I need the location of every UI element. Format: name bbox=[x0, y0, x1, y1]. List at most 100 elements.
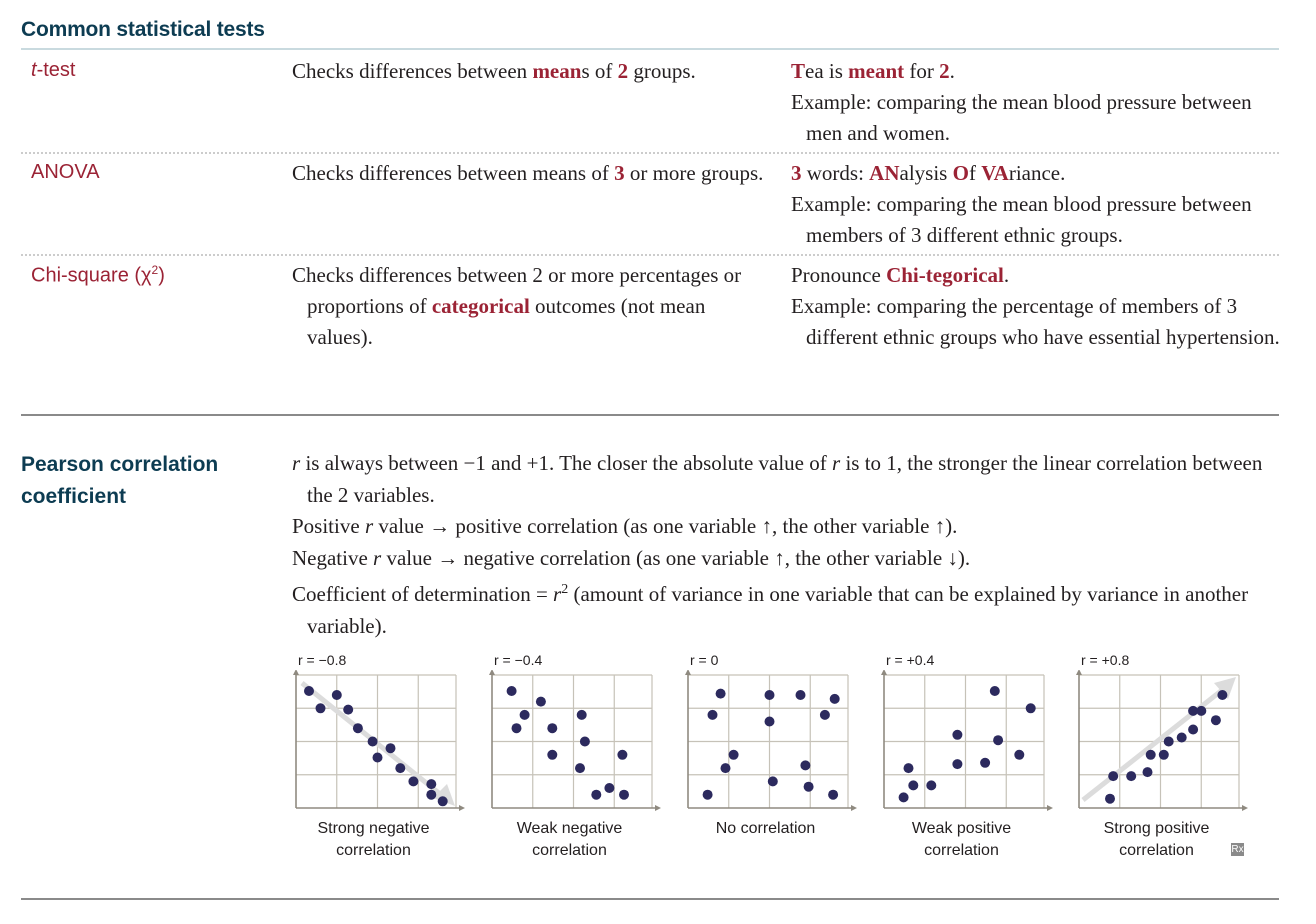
x-axis-arrow bbox=[1047, 805, 1053, 811]
data-point bbox=[1217, 690, 1228, 700]
r-value-label: r = −0.4 bbox=[494, 652, 543, 668]
scatter-chart: r = +0.4 Weak positive correlation bbox=[874, 650, 1053, 870]
chart-caption: Strong positive correlation bbox=[1103, 820, 1210, 859]
data-point bbox=[1145, 749, 1156, 760]
pearson-line: Positive r value → positive correlation … bbox=[292, 514, 958, 538]
data-point bbox=[315, 703, 326, 714]
data-point bbox=[617, 749, 628, 760]
test-description: Checks differences between means of 3 or… bbox=[292, 161, 764, 185]
trend-arrowhead bbox=[433, 784, 455, 806]
data-point bbox=[511, 723, 522, 734]
data-point bbox=[591, 789, 602, 800]
data-point bbox=[952, 729, 963, 740]
data-point bbox=[764, 716, 775, 727]
data-point bbox=[372, 752, 383, 763]
highlight-text: mean bbox=[532, 59, 582, 83]
data-point bbox=[1025, 703, 1036, 714]
data-point bbox=[367, 736, 378, 747]
variable-r: r bbox=[364, 514, 374, 538]
chart-caption: Strong negative correlation bbox=[317, 820, 430, 859]
test-mnemonic: 3 words: ANalysis Of VAriance. Example: c… bbox=[791, 158, 1291, 251]
data-point bbox=[304, 686, 314, 696]
test-example: Example: comparing the mean blood pressu… bbox=[791, 90, 1252, 145]
y-axis-arrow bbox=[293, 670, 299, 675]
data-point bbox=[993, 735, 1004, 746]
data-point bbox=[535, 696, 546, 707]
scatter-plot-area bbox=[685, 670, 857, 811]
data-point bbox=[1188, 705, 1199, 716]
highlight-text: AN bbox=[869, 161, 900, 185]
data-point bbox=[352, 723, 363, 734]
data-point bbox=[764, 690, 775, 700]
pearson-title: Pearson correlation coefficient bbox=[21, 453, 219, 508]
data-point bbox=[715, 688, 726, 699]
test-name-ttest: t-test bbox=[31, 59, 76, 81]
highlight-text: VA bbox=[981, 161, 1009, 185]
bottom-divider bbox=[21, 898, 1279, 900]
data-point bbox=[619, 789, 629, 800]
highlight-text: 3 bbox=[791, 161, 802, 185]
data-point bbox=[819, 709, 830, 720]
scatter-plot-area bbox=[489, 670, 661, 811]
highlight-text: categorical bbox=[431, 294, 530, 318]
data-point bbox=[898, 792, 909, 803]
r-value-label: r = +0.8 bbox=[1081, 652, 1130, 668]
data-point bbox=[908, 780, 919, 791]
test-mnemonic: Pronounce Chi-tegorical. Example: compari… bbox=[791, 260, 1291, 353]
data-point bbox=[803, 781, 814, 792]
data-point bbox=[519, 709, 530, 720]
highlight-text: O bbox=[952, 161, 969, 185]
data-point bbox=[506, 686, 517, 696]
chart-caption: No correlation bbox=[715, 820, 816, 837]
x-axis-arrow bbox=[459, 805, 465, 811]
scatter-chart: r = −0.4 Weak negative correlation bbox=[482, 650, 661, 870]
data-point bbox=[426, 779, 437, 790]
table-row: AN O VA Checks differences between means o… bbox=[21, 158, 1279, 254]
section-divider bbox=[21, 414, 1279, 416]
data-point bbox=[343, 704, 354, 715]
data-point bbox=[1163, 736, 1174, 747]
data-point bbox=[980, 757, 991, 768]
scatter-chart: r = −0.8 Strong negative correlation bbox=[286, 650, 465, 870]
y-axis-arrow bbox=[1076, 670, 1082, 675]
pearson-line: r is always between −1 and +1. The close… bbox=[292, 451, 1263, 507]
test-example: Example: comparing the percentage of mem… bbox=[791, 294, 1280, 349]
data-point bbox=[1158, 749, 1169, 760]
test-example: Example: comparing the mean blood pressu… bbox=[791, 192, 1252, 247]
title-rule bbox=[21, 48, 1279, 50]
highlight-text: Chi-tegorical bbox=[886, 263, 1004, 287]
data-point bbox=[829, 693, 840, 704]
scatter-chart: r = 0 No correlation bbox=[678, 650, 857, 870]
x-axis-arrow bbox=[1242, 805, 1248, 811]
pearson-line: Negative r value → negative correlation … bbox=[292, 545, 971, 570]
data-point bbox=[437, 796, 448, 807]
data-point bbox=[1126, 771, 1137, 782]
data-point bbox=[1196, 705, 1207, 716]
data-point bbox=[767, 776, 778, 787]
test-description: Checks differences between 2 or more per… bbox=[292, 263, 742, 349]
scatter-plot-area bbox=[1076, 670, 1248, 811]
test-description: Checks differences between means of 2 gr… bbox=[292, 59, 696, 83]
data-point bbox=[702, 789, 713, 800]
section-title: Common statistical tests bbox=[21, 18, 265, 41]
trend-arrowhead bbox=[1214, 677, 1236, 699]
highlight-text: 2 bbox=[939, 59, 950, 83]
row-divider bbox=[21, 254, 1279, 256]
table-row: t-test Checks differences between means … bbox=[21, 56, 1279, 152]
y-axis-arrow bbox=[881, 670, 887, 675]
data-point bbox=[728, 749, 739, 760]
pearson-line: Coefficient of determination = r2 (amoun… bbox=[292, 582, 1249, 638]
data-point bbox=[707, 709, 718, 720]
data-point bbox=[926, 780, 937, 791]
y-axis-arrow bbox=[489, 670, 495, 675]
x-axis-arrow bbox=[655, 805, 661, 811]
data-point bbox=[828, 789, 839, 800]
data-point bbox=[395, 763, 406, 774]
row-divider bbox=[21, 152, 1279, 154]
scatter-chart: r = +0.8 Strong positive correlation bbox=[1069, 650, 1248, 870]
data-point bbox=[1014, 749, 1025, 760]
variable-r: r bbox=[553, 582, 562, 606]
x-axis-arrow bbox=[851, 805, 857, 811]
r-value-label: r = 0 bbox=[690, 652, 719, 668]
data-point bbox=[408, 776, 419, 787]
